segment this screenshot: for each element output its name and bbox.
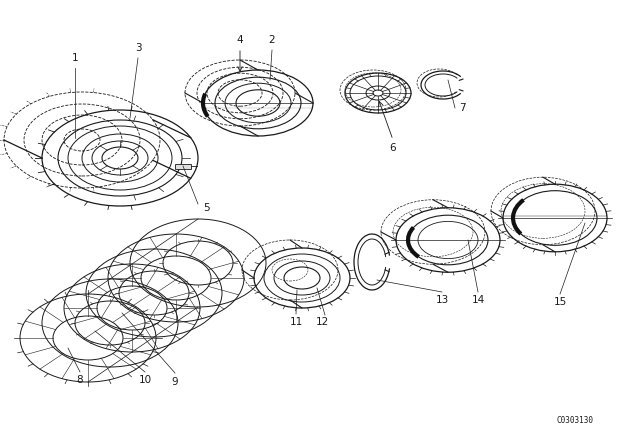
Text: 7: 7 — [459, 103, 465, 113]
Text: 15: 15 — [554, 297, 566, 307]
Text: 4: 4 — [237, 35, 243, 45]
Text: C0303130: C0303130 — [557, 415, 593, 425]
Text: 2: 2 — [269, 35, 275, 45]
Text: 13: 13 — [435, 295, 449, 305]
Text: 9: 9 — [172, 377, 179, 387]
Text: 14: 14 — [472, 295, 484, 305]
Text: 8: 8 — [77, 375, 83, 385]
Text: 1: 1 — [72, 53, 78, 63]
FancyBboxPatch shape — [175, 164, 191, 169]
Text: 10: 10 — [138, 375, 152, 385]
Text: 5: 5 — [203, 203, 209, 213]
Text: 3: 3 — [134, 43, 141, 53]
Text: 12: 12 — [316, 317, 328, 327]
Text: 6: 6 — [390, 143, 396, 153]
Text: 11: 11 — [289, 317, 303, 327]
